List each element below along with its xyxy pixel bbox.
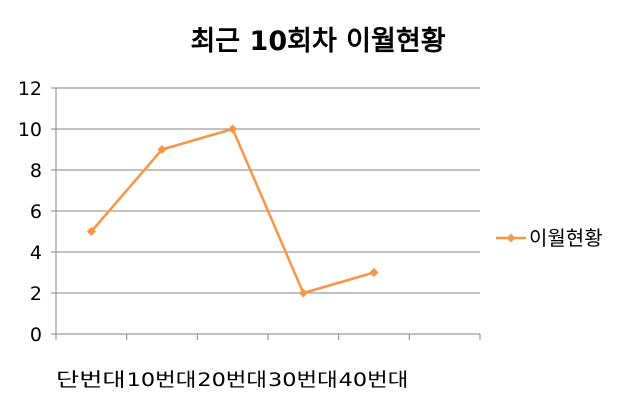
y-tick-label-8: 8: [30, 160, 42, 182]
y-tick-label-2: 2: [30, 283, 42, 305]
y-tick-label-12: 12: [18, 78, 42, 100]
y-axis-ticks: 0 2 4 6 8 10 12: [18, 78, 42, 346]
x-tick-label-3: 30번대: [268, 369, 338, 391]
x-tick-label-2: 20번대: [197, 369, 267, 391]
data-point-0-2: [228, 124, 238, 134]
y-tick-label-0: 0: [30, 324, 42, 346]
y-tick-label-6: 6: [30, 201, 42, 223]
x-axis-ticks: 단번대 10번대 20번대 30번대 40번대: [56, 369, 408, 391]
data-point-0-3: [298, 288, 308, 298]
gridlines: [56, 87, 480, 294]
data-point-0-1: [157, 145, 167, 154]
data-point-0-0: [86, 227, 96, 236]
legend: 이월현황: [496, 226, 603, 250]
axes: [51, 87, 481, 340]
data-point-0-4: [369, 268, 379, 277]
x-tick-label-0: 단번대: [56, 369, 126, 391]
y-tick-label-10: 10: [18, 119, 42, 141]
x-tick-label-1: 10번대: [127, 369, 197, 391]
x-tick-label-4: 40번대: [339, 369, 409, 391]
legend-marker: [506, 233, 516, 243]
series-group: [86, 124, 379, 298]
chart-title: 최근 10회차 이월현황: [190, 26, 445, 57]
y-tick-label-4: 4: [30, 242, 42, 264]
legend-label: 이월현황: [529, 226, 603, 250]
